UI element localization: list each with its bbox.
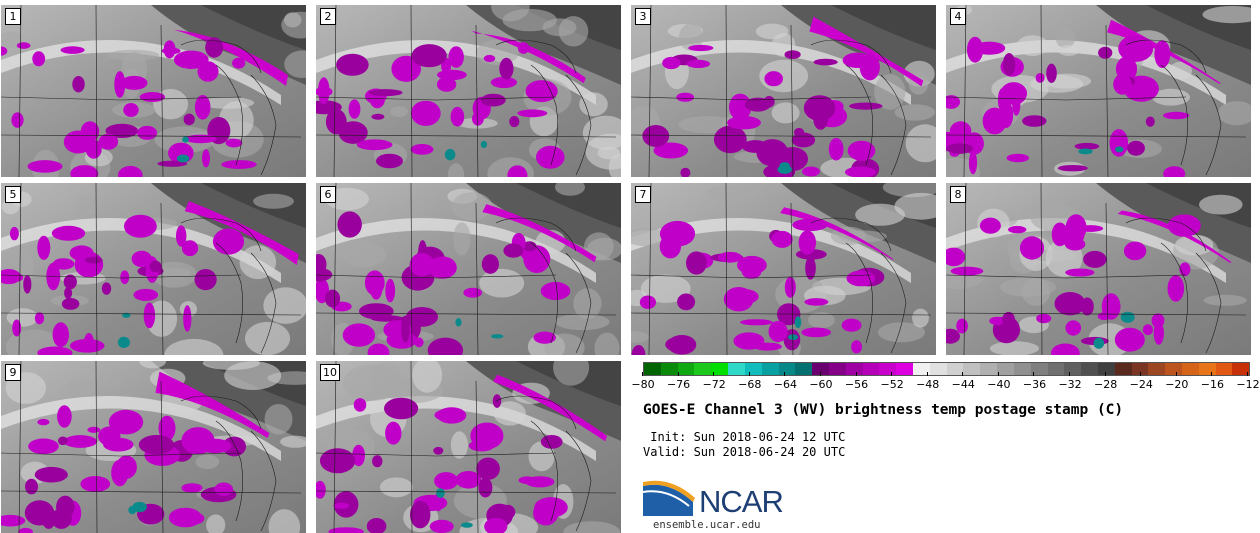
colorbar-swatch: [711, 363, 729, 375]
valid-time: Valid: Sun 2018-06-24 20 UTC: [643, 445, 846, 459]
postage-stamp-panel-5: 5: [1, 183, 306, 355]
wv-map-2: [316, 5, 621, 177]
colorbar-swatch: [1030, 363, 1048, 375]
colorbar-tick: −60: [801, 372, 841, 391]
panel-number: 6: [320, 186, 336, 203]
postage-stamp-panel-9: 9: [1, 361, 306, 533]
colorbar-swatch: [677, 363, 695, 375]
colorbar-tick: −56: [837, 372, 877, 391]
panel-number: 9: [5, 364, 21, 381]
postage-stamp-panel-4: 4: [946, 5, 1251, 177]
postage-stamp-panel-2: 2: [316, 5, 621, 177]
colorbar-tick: −76: [659, 372, 699, 391]
wv-map-8: [946, 183, 1251, 355]
ncar-logo: NCAR: [642, 476, 793, 519]
panel-number: 1: [5, 8, 21, 25]
colorbar-tick: −72: [694, 372, 734, 391]
colorbar-tick: −44: [943, 372, 983, 391]
colorbar-swatch: [896, 363, 913, 375]
ncar-logo-icon: [642, 480, 695, 516]
panel-number: 2: [320, 8, 336, 25]
colorbar-tick: −28: [1086, 372, 1126, 391]
wv-map-9: [1, 361, 306, 533]
postage-stamp-panel-8: 8: [946, 183, 1251, 355]
wv-map-10: [316, 361, 621, 533]
colorbar-swatch: [1013, 363, 1031, 375]
colorbar-tick: −40: [979, 372, 1019, 391]
colorbar-tick: −68: [730, 372, 770, 391]
wv-map-1: [1, 5, 306, 177]
colorbar-swatch: [1182, 363, 1199, 375]
colorbar-swatch: [1097, 363, 1115, 375]
colorbar-swatch: [980, 363, 998, 375]
postage-stamp-panel-7: 7: [631, 183, 936, 355]
figure-title: GOES-E Channel 3 (WV) brightness temp po…: [643, 402, 1124, 418]
colorbar-swatch: [1165, 363, 1182, 375]
colorbar-swatch: [862, 363, 880, 375]
colorbar-swatch: [1114, 363, 1132, 375]
postage-stamp-panel-3: 3: [631, 5, 936, 177]
time-info: Init: Sun 2018-06-24 12 UTC Valid: Sun 20…: [643, 430, 845, 460]
wv-map-5: [1, 183, 306, 355]
colorbar-tick: −32: [1050, 372, 1090, 391]
colorbar-swatch: [694, 363, 712, 375]
colorbar-tick: −52: [872, 372, 912, 391]
colorbar-swatch: [728, 363, 745, 375]
postage-stamp-panel-1: 1: [1, 5, 306, 177]
colorbar-tick: −48: [908, 372, 948, 391]
colorbar-tick: −24: [1121, 372, 1161, 391]
panel-number: 7: [635, 186, 651, 203]
postage-stamp-panel-10: 10: [316, 361, 621, 533]
panel-number: 5: [5, 186, 21, 203]
wv-map-7: [631, 183, 936, 355]
colorbar-swatch: [644, 363, 661, 375]
panel-number: 10: [320, 364, 340, 381]
wv-map-3: [631, 5, 936, 177]
panel-number: 3: [635, 8, 651, 25]
colorbar-swatch: [997, 363, 1014, 375]
wv-map-4: [946, 5, 1251, 177]
colorbar-swatch: [761, 363, 779, 375]
postage-stamp-panel-6: 6: [316, 183, 621, 355]
colorbar-swatch: [845, 363, 863, 375]
panel-number: 8: [950, 186, 966, 203]
colorbar-swatch: [1148, 363, 1166, 375]
colorbar-swatch: [828, 363, 846, 375]
colorbar-swatch: [795, 363, 813, 375]
colorbar-swatch: [1131, 363, 1149, 375]
panel-number: 4: [950, 8, 966, 25]
colorbar-tick: −80: [623, 372, 663, 391]
colorbar-swatch: [963, 363, 981, 375]
colorbar-swatch: [913, 363, 930, 375]
colorbar-swatch: [812, 363, 829, 375]
colorbar-swatch: [778, 363, 796, 375]
colorbar-tick: −16: [1192, 372, 1232, 391]
colorbar-swatch: [660, 363, 678, 375]
colorbar-swatch: [1215, 363, 1233, 375]
init-time: Init: Sun 2018-06-24 12 UTC: [643, 430, 846, 444]
colorbar-swatch: [1081, 363, 1098, 375]
colorbar-swatch: [1232, 363, 1250, 375]
colorbar-swatch: [946, 363, 964, 375]
colorbar-tick: −36: [1014, 372, 1054, 391]
ncar-logo-text: NCAR: [699, 484, 784, 519]
colorbar-swatch: [929, 363, 947, 375]
logo-url: ensemble.ucar.edu: [653, 519, 761, 531]
colorbar-swatch: [1047, 363, 1065, 375]
colorbar-tick: −64: [765, 372, 805, 391]
wv-map-6: [316, 183, 621, 355]
colorbar-swatch: [1064, 363, 1082, 375]
colorbar-tick-labels: −80 −76 −72 −68 −64 −60 −56 −52 −48 −44 −40 −36 −32−…: [631, 372, 1260, 394]
colorbar-tick: −12: [1228, 372, 1260, 391]
colorbar-tick: −20: [1157, 372, 1197, 391]
